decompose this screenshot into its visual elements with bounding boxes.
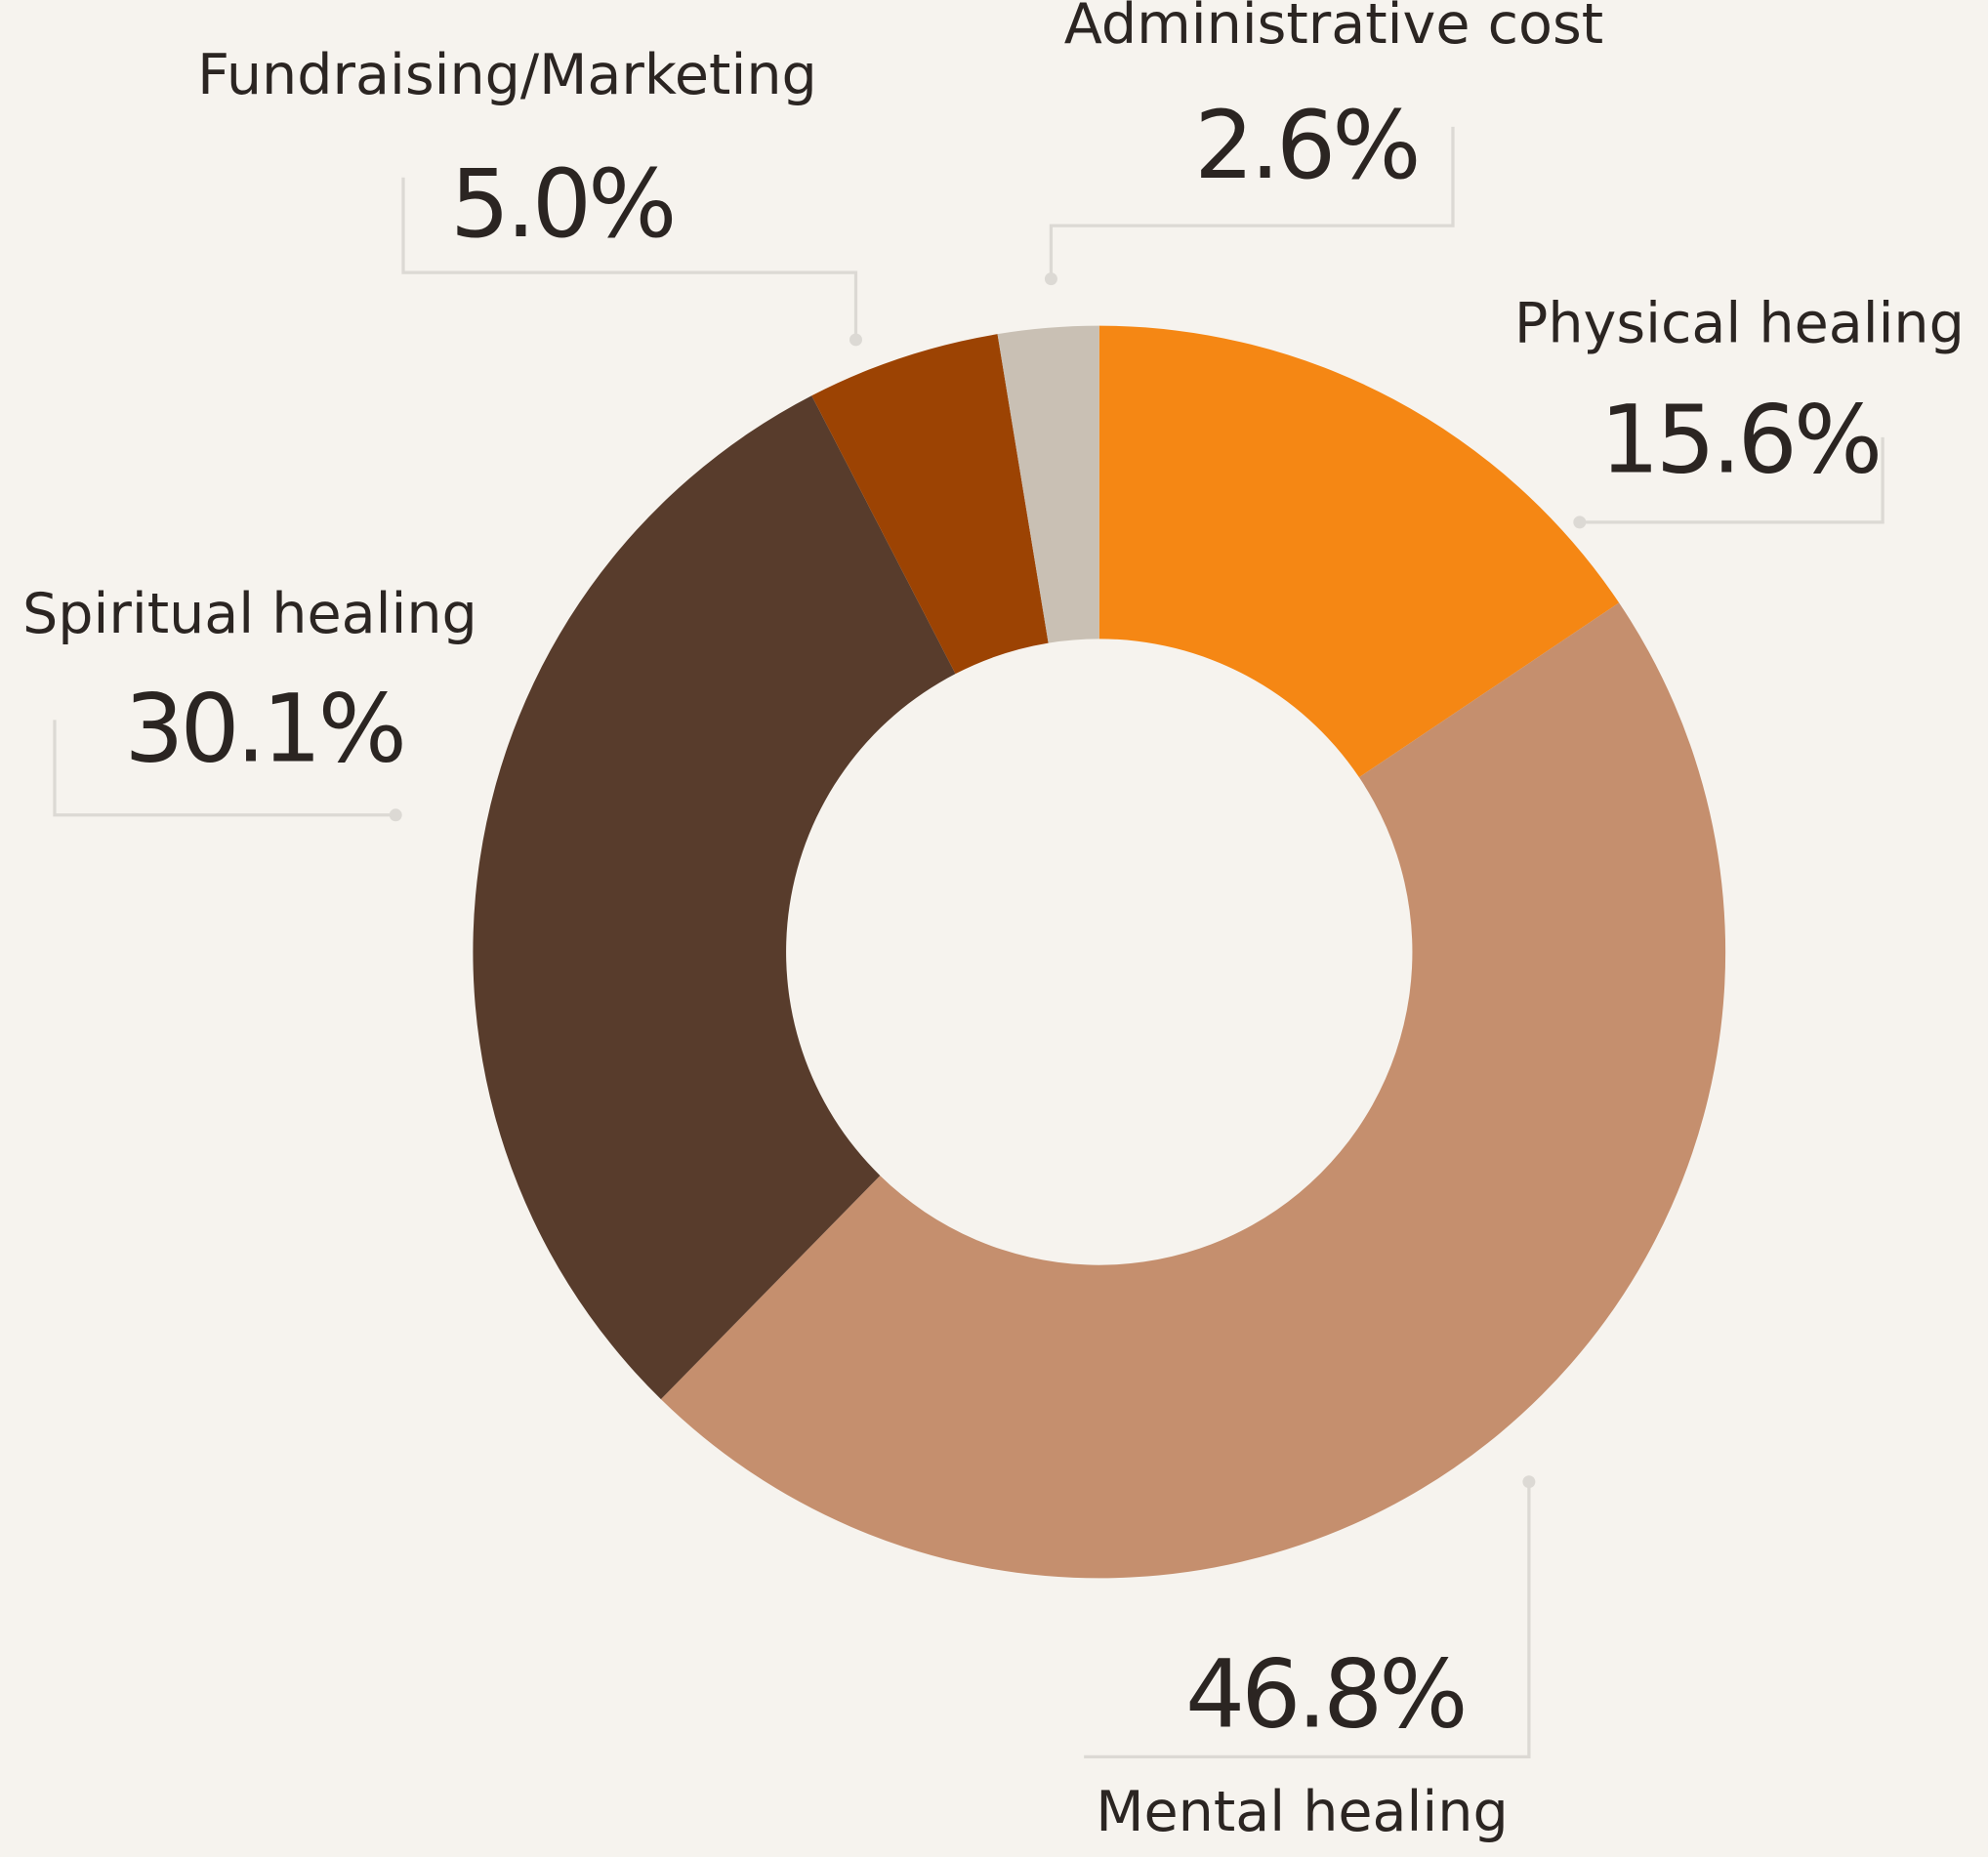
segment-value: 46.8% (1185, 1640, 1465, 1750)
leader-line (1049, 126, 1455, 279)
leader-line (401, 177, 858, 340)
leader-dot (1522, 1475, 1536, 1489)
segment-name: Fundraising/Marketing (197, 43, 817, 107)
leader-dot (1573, 516, 1587, 529)
donut-segment (811, 334, 1049, 675)
donut-segment (660, 602, 1726, 1579)
segment-value: 15.6% (1600, 385, 1880, 494)
segment-value: 30.1% (124, 674, 403, 783)
donut-segment (997, 325, 1099, 643)
donut-segment (473, 395, 956, 1400)
segment-value: 5.0% (450, 149, 673, 259)
leader-line (1084, 1481, 1531, 1759)
leader-line (53, 720, 396, 817)
donut-segment (1098, 325, 1620, 778)
segment-name: Physical healing (1514, 292, 1965, 356)
segment-name: Administrative cost (1064, 0, 1603, 57)
leader-line (1579, 436, 1884, 524)
segment-name: Spiritual healing (22, 582, 477, 646)
leader-dot (389, 808, 402, 822)
segment-name: Mental healing (1096, 1780, 1509, 1844)
leader-dot (1044, 272, 1057, 286)
leader-dot (849, 333, 862, 347)
segment-value: 2.6% (1194, 91, 1417, 200)
